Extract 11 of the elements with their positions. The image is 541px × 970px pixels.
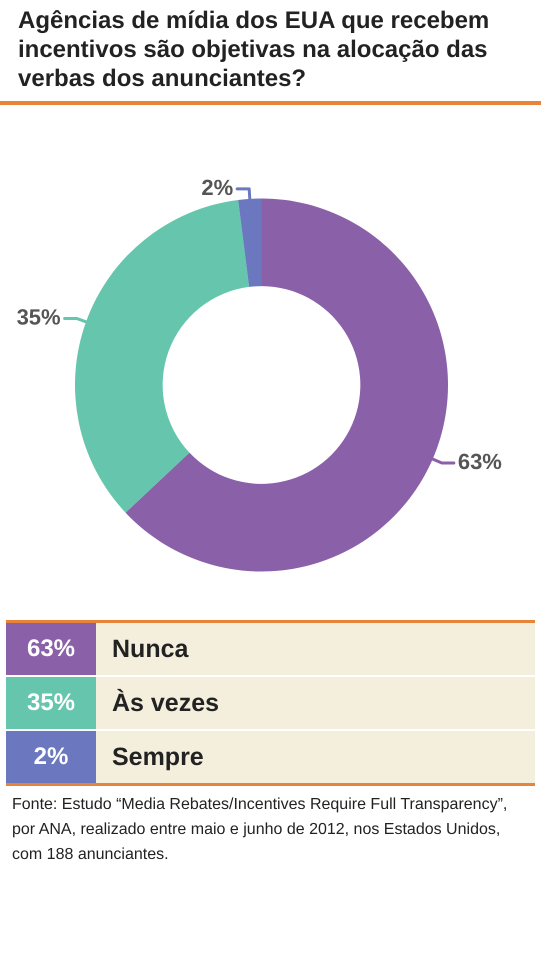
legend-label: Nunca [96,623,535,675]
legend-label: Sempre [96,731,535,783]
text: 35% [26,689,76,716]
source-note: Fonte: Estudo “Media Rebates/Incentives Require Full Transparency”, por ANA, realizado entre maio e junho de 2012, nos Estados Unidos, com 188 anunciantes. [11,795,508,865]
data-label: 63% [458,449,502,474]
text: 2% [34,743,68,770]
legend-label: Às vezes [96,677,535,729]
data-label: 35% [16,304,61,330]
text: 63% [26,635,76,662]
chart-title: Agências de mídia dos EUA que recebem incentivos são objetivas na alocação das verbas dos anunciantes? [0,0,541,105]
data-label: 2% [201,174,234,200]
